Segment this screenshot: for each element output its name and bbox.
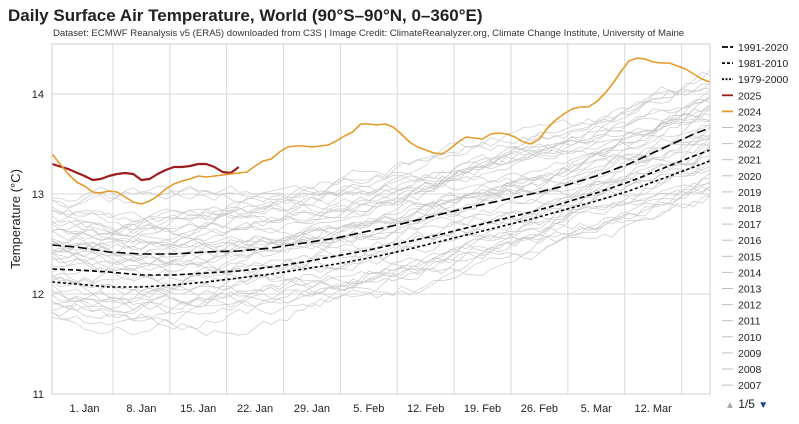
legend-item-1991-2020[interactable]: 1991-2020 [738,42,788,54]
legend-item-2009[interactable]: 2009 [738,348,762,360]
legend-page-down-icon[interactable]: ▼ [758,400,769,411]
background-year-line [51,158,711,295]
legend[interactable]: 1991-2020 1981-2010 1979-2000 2025 2024 2023 2… [722,42,788,392]
y-tick-label: 13 [32,189,44,201]
background-year-line [51,186,711,317]
y-tick-label: 12 [32,289,44,301]
legend-item-2021[interactable]: 2021 [738,155,762,167]
legend-item-2011[interactable]: 2011 [738,316,761,328]
legend-item-1981-2010[interactable]: 1981-2010 [738,58,788,70]
background-year-line [51,108,711,247]
x-tick-label: 5. Feb [353,403,384,415]
legend-page-up-icon[interactable]: ▲ [725,400,735,411]
chart-subtitle: Dataset: ECMWF Reanalysis v5 (ERA5) down… [53,28,685,39]
background-year-line [51,194,711,336]
background-year-line [51,162,711,302]
background-year-line [51,119,711,267]
legend-item-2019[interactable]: 2019 [738,187,762,199]
series-line-1979-2000 [51,160,711,288]
x-tick-label: 12. Feb [407,403,444,415]
background-year-line [51,87,711,230]
axes: 11 12 13 14 1. Jan 8. Jan 15. Jan 22. Jan 29. Ja… [8,43,711,415]
x-tick-label: 12. Mar [634,403,672,415]
y-axis-label: Temperature (°C) [8,169,23,269]
background-year-line [51,98,711,237]
legend-item-2023[interactable]: 2023 [738,123,762,135]
x-tick-label: 22. Jan [237,403,273,415]
legend-item-1979-2000[interactable]: 1979-2000 [738,74,788,86]
legend-item-2024[interactable]: 2024 [738,106,762,118]
series-line-2024 [51,57,711,205]
legend-item-2025[interactable]: 2025 [738,90,762,102]
background-year-line [51,105,711,237]
background-year-line [51,118,711,253]
chart-title: Daily Surface Air Temperature, World (90… [8,6,483,25]
legend-item-2007[interactable]: 2007 [738,380,762,392]
legend-item-2012[interactable]: 2012 [738,300,762,312]
background-year-line [51,138,711,269]
background-year-line [51,194,711,336]
background-year-line [51,146,711,280]
background-year-lines [51,69,711,336]
background-year-line [51,98,711,232]
background-year-line [51,113,711,244]
x-tick-label: 8. Jan [126,403,156,415]
background-year-line [51,69,711,202]
background-year-line [51,182,711,325]
background-year-line [51,83,711,209]
series-lines [51,57,711,288]
legend-item-2013[interactable]: 2013 [738,284,762,296]
background-year-line [51,134,711,263]
x-tick-label: 15. Jan [180,403,216,415]
background-year-line [51,142,711,284]
legend-item-2015[interactable]: 2015 [738,251,762,263]
background-year-line [51,89,711,231]
x-tick-label: 26. Feb [521,403,558,415]
background-year-line [51,186,711,313]
y-tick-label: 14 [32,89,44,101]
series-line-1981-2010 [51,149,711,276]
x-tick-label: 19. Feb [464,403,501,415]
x-tick-label: 5. Mar [581,403,613,415]
background-year-line [51,83,711,223]
legend-page-label: 1/5 [738,397,755,411]
legend-item-2022[interactable]: 2022 [738,139,762,151]
legend-item-2018[interactable]: 2018 [738,203,762,215]
background-year-line [51,138,711,272]
series-line-1991-2020 [51,127,711,255]
legend-item-2016[interactable]: 2016 [738,235,762,247]
y-tick-label: 11 [33,389,44,401]
legend-item-2020[interactable]: 2020 [738,171,762,183]
background-year-line [51,97,711,240]
x-tick-label: 1. Jan [70,403,100,415]
legend-item-2014[interactable]: 2014 [738,267,762,279]
background-year-line [51,94,711,238]
legend-item-2008[interactable]: 2008 [738,364,762,376]
plot-border [51,43,711,395]
background-year-line [51,160,711,305]
x-tick-label: 29. Jan [294,403,330,415]
background-year-line [51,158,711,292]
background-year-line [51,177,711,302]
background-year-line [51,181,711,315]
background-year-line [51,71,711,208]
background-year-line [51,186,711,322]
legend-pager[interactable]: ▲ 1/5 ▼ [725,397,768,411]
series-line-2025 [51,162,240,182]
legend-item-2017[interactable]: 2017 [738,219,762,231]
legend-item-2010[interactable]: 2010 [738,332,762,344]
